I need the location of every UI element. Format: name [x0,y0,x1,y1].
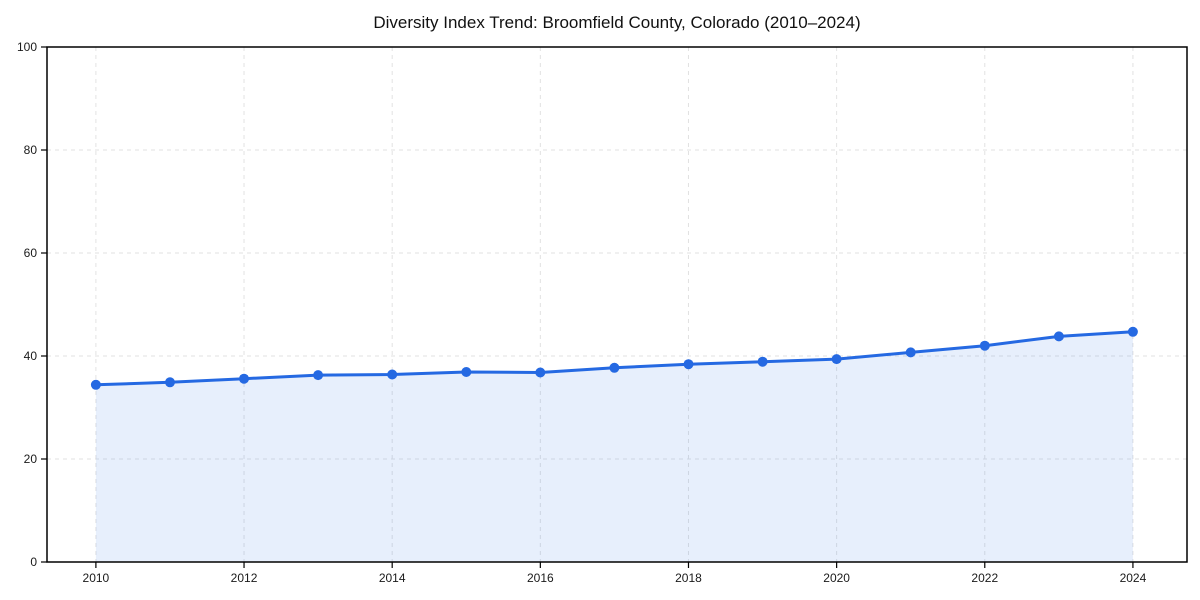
data-point-2015 [461,367,472,377]
data-point-2019 [757,356,768,367]
data-point-2016 [535,367,546,378]
y-tick-label-40: 40 [24,349,38,363]
y-tick-label-60: 60 [24,246,38,260]
x-tick-label-2018: 2018 [675,571,702,585]
x-tick-label-2012: 2012 [231,571,258,585]
data-point-2014 [387,369,398,380]
y-tick-label-20: 20 [24,452,38,466]
y-tick-label-0: 0 [30,555,37,569]
y-tick-label-100: 100 [17,40,37,54]
x-tick-label-2020: 2020 [823,571,850,585]
y-tick-label-80: 80 [24,143,38,157]
data-point-2024 [1127,326,1138,337]
data-point-2012 [239,373,249,384]
data-point-2017 [609,362,620,373]
plot-border [46,46,1188,563]
data-point-2010 [90,379,101,390]
x-tick-label-2014: 2014 [379,571,406,585]
data-point-2020 [831,354,842,365]
data-point-2021 [905,347,916,358]
x-tick-label-2024: 2024 [1120,571,1147,585]
x-tick-label-2022: 2022 [971,571,998,585]
data-point-2023 [1053,331,1064,342]
data-point-2013 [313,370,324,381]
area-fill [95,331,1133,562]
data-point-2018 [683,359,694,370]
chart-title: Diversity Index Trend: Broomfield County… [373,13,861,32]
data-point-2011 [165,377,175,388]
x-tick-label-2016: 2016 [527,571,554,585]
x-tick-label-2010: 2010 [83,571,110,585]
data-point-2022 [979,340,990,351]
